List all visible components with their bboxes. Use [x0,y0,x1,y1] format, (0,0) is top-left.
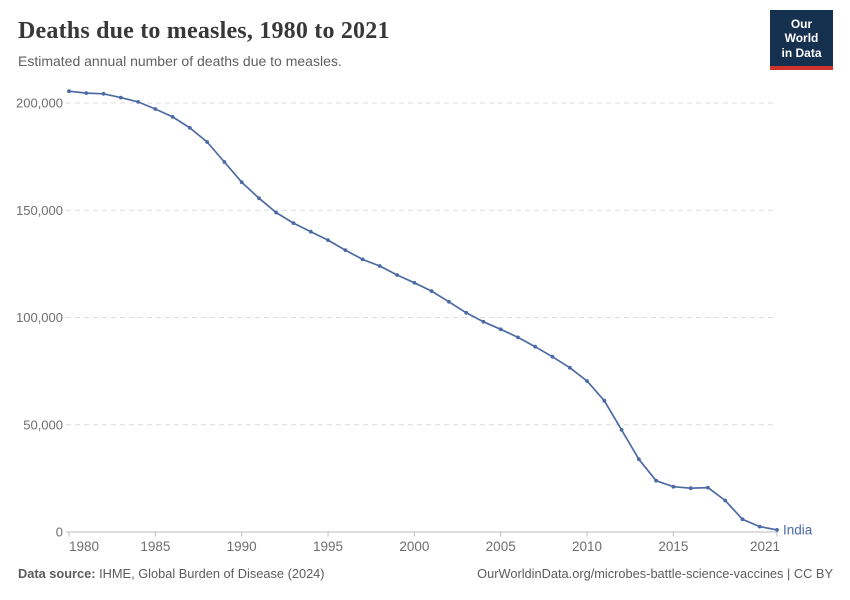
data-point[interactable] [257,196,261,201]
data-point[interactable] [567,365,572,370]
data-source-label: Data source: [18,566,96,581]
y-tick-label: 200,000 [16,96,63,111]
data-point[interactable] [498,327,503,332]
owid-logo-line1: Our World [784,17,819,46]
x-tick-label: 2005 [486,539,516,554]
data-point[interactable] [706,485,710,490]
data-point[interactable] [118,95,123,100]
data-point[interactable] [654,478,658,483]
data-point[interactable] [274,210,279,215]
data-source: Data source: IHME, Global Burden of Dise… [18,566,325,581]
x-tick-label: 1980 [69,539,99,554]
data-point[interactable] [360,257,365,262]
data-point[interactable] [429,289,434,293]
data-point[interactable] [619,428,624,432]
owid-logo-line2: in Data [781,45,822,60]
data-point[interactable] [153,107,158,111]
owid-logo[interactable]: Our World in Data [770,10,833,71]
data-point[interactable] [170,115,175,119]
measles-deaths-line[interactable] [68,90,778,531]
data-point[interactable] [188,126,192,130]
data-point[interactable] [775,528,779,532]
x-tick-label: 2010 [572,539,602,554]
data-point[interactable] [757,524,762,529]
data-point[interactable] [533,344,538,349]
x-tick-label: 1990 [227,539,257,554]
data-point[interactable] [723,498,728,503]
y-tick-label: 50,000 [23,417,63,432]
chart-subtitle: Estimated annual number of deaths due to… [18,53,342,70]
owid-license-link[interactable]: OurWorldinData.org/microbes-battle-scien… [477,566,833,581]
data-point[interactable] [239,180,244,185]
data-point[interactable] [343,248,348,253]
data-point[interactable] [326,238,330,243]
data-point[interactable] [222,160,227,164]
data-point[interactable] [481,319,486,324]
chart-title: Deaths due to measles, 1980 to 2021 [18,18,390,44]
data-point[interactable] [377,264,382,268]
data-point[interactable] [205,140,210,144]
data-point[interactable] [136,100,141,104]
data-point[interactable] [447,299,451,304]
data-point[interactable] [101,91,106,96]
y-tick-label: 150,000 [16,203,63,218]
y-tick-label: 0 [56,525,63,540]
owid-url-text[interactable]: OurWorldinData.org/microbes-battle-scien… [477,566,833,581]
x-tick-label: 2000 [399,539,429,554]
data-point[interactable] [464,310,469,315]
data-point[interactable] [740,517,745,522]
x-tick-label: 2021 [750,539,780,554]
data-source-text: IHME, Global Burden of Disease (2024) [95,566,325,581]
data-point[interactable] [395,273,399,277]
data-point[interactable] [688,486,693,491]
x-tick-label: 1995 [313,539,343,554]
data-point[interactable] [412,280,417,285]
chart-header: Deaths due to measles, 1980 to 2021 Esti… [18,18,750,69]
data-point[interactable] [291,221,296,226]
data-point[interactable] [67,89,71,94]
data-point[interactable] [84,91,89,95]
x-tick-label: 2015 [658,539,688,554]
x-tick-label: 1985 [140,539,170,554]
data-point[interactable] [602,398,607,403]
series-end-label-india[interactable]: India [783,522,813,537]
y-tick-label: 100,000 [16,310,63,325]
chart-footer: Data source: IHME, Global Burden of Dise… [18,566,833,581]
data-point[interactable] [585,379,589,383]
data-point[interactable] [550,354,555,359]
data-point[interactable] [671,484,676,489]
data-point[interactable] [308,229,313,234]
data-point[interactable] [637,457,641,462]
data-point[interactable] [516,335,520,340]
